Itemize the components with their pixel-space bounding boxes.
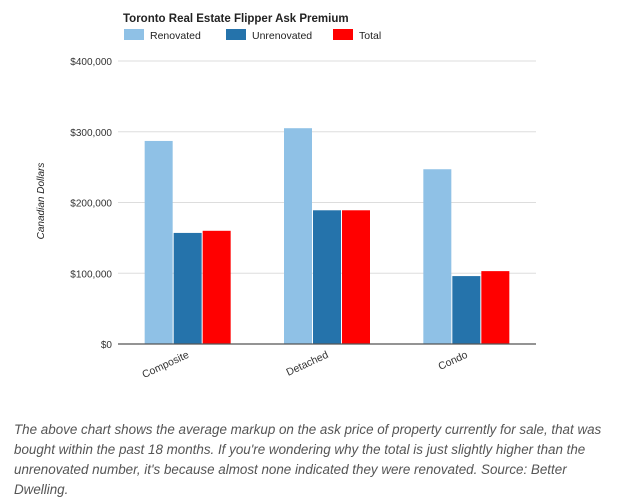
bar-unrenovated-condo bbox=[452, 276, 481, 344]
chart: Toronto Real Estate Flipper Ask Premium … bbox=[36, 13, 536, 381]
legend-label: Unrenovated bbox=[252, 30, 312, 42]
y-tick-label: $400,000 bbox=[70, 57, 112, 68]
bar-renovated-composite bbox=[144, 140, 173, 344]
legend-swatch bbox=[333, 29, 353, 40]
y-tick-label: $0 bbox=[101, 340, 113, 351]
x-tick-label: Composite bbox=[140, 349, 191, 381]
bars bbox=[144, 128, 510, 344]
bar-renovated-condo bbox=[423, 169, 452, 344]
legend-label: Total bbox=[359, 30, 381, 42]
legend-swatch bbox=[226, 29, 246, 40]
chart-title: Toronto Real Estate Flipper Ask Premium bbox=[123, 13, 349, 25]
bar-unrenovated-composite bbox=[173, 232, 202, 344]
bar-total-condo bbox=[481, 271, 510, 344]
chart-caption: The above chart shows the average markup… bbox=[14, 422, 602, 497]
x-tick-label: Detached bbox=[284, 349, 330, 379]
legend-label: Renovated bbox=[150, 30, 201, 42]
bar-total-composite bbox=[202, 230, 231, 344]
x-tick-label: Condo bbox=[436, 349, 469, 373]
x-axis: Composite Detached Condo bbox=[140, 349, 469, 381]
legend-swatch bbox=[124, 29, 144, 40]
y-tick-label: $100,000 bbox=[70, 269, 112, 280]
legend: Renovated Unrenovated Total bbox=[124, 29, 381, 42]
y-axis: $0 $100,000 $200,000 $300,000 $400,000 bbox=[70, 57, 112, 351]
y-tick-label: $300,000 bbox=[70, 128, 112, 139]
bar-total-detached bbox=[342, 210, 370, 344]
y-tick-label: $200,000 bbox=[70, 199, 112, 210]
y-axis-label: Canadian Dollars bbox=[36, 163, 47, 240]
bar-unrenovated-detached bbox=[313, 210, 341, 344]
bar-renovated-detached bbox=[284, 128, 312, 344]
